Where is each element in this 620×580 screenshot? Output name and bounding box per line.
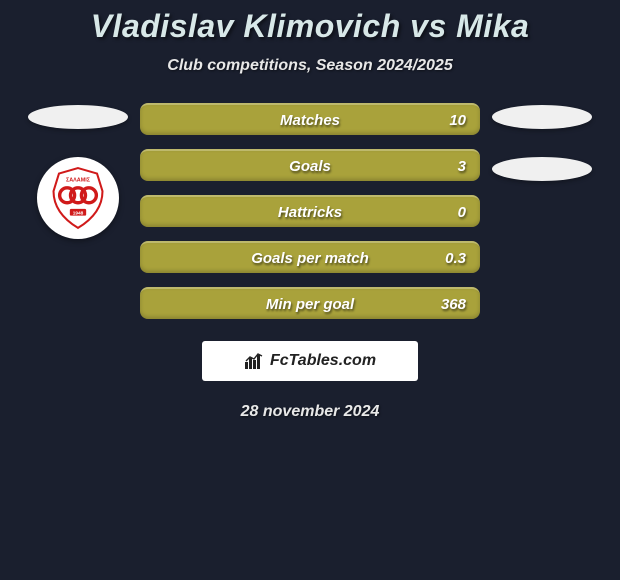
watermark-badge[interactable]: FcTables.com (202, 341, 418, 381)
stat-label: Min per goal (266, 296, 354, 313)
subtitle: Club competitions, Season 2024/2025 (167, 57, 452, 75)
stat-value: 3 (458, 158, 466, 175)
stat-row-gpm: Goals per match 0.3 (140, 241, 480, 273)
player-oval (492, 105, 592, 129)
crest-graphic: ΣΑΛΑΜΙΣ 1948 (44, 164, 112, 232)
date-label: 28 november 2024 (241, 403, 380, 421)
stat-value: 368 (441, 296, 466, 313)
player-oval (28, 105, 128, 129)
right-player-col (492, 103, 592, 319)
stat-row-mpg: Min per goal 368 (140, 287, 480, 319)
stats-area: ΣΑΛΑΜΙΣ 1948 Matches 10 Goals 3 Hattrick… (0, 103, 620, 319)
stat-label: Matches (280, 112, 340, 129)
svg-text:1948: 1948 (73, 210, 84, 216)
stat-row-hattricks: Hattricks 0 (140, 195, 480, 227)
barchart-icon (244, 352, 264, 370)
svg-text:ΣΑΛΑΜΙΣ: ΣΑΛΑΜΙΣ (66, 178, 91, 184)
left-player-col: ΣΑΛΑΜΙΣ 1948 (28, 103, 128, 319)
stat-label: Goals (289, 158, 331, 175)
stat-value: 10 (449, 112, 466, 129)
comparison-widget: Vladislav Klimovich vs Mika Club competi… (0, 0, 620, 421)
page-title: Vladislav Klimovich vs Mika (91, 8, 530, 45)
stat-label: Goals per match (251, 250, 369, 267)
player-oval (492, 157, 592, 181)
stat-label: Hattricks (278, 204, 342, 221)
stat-value: 0 (458, 204, 466, 221)
stat-value: 0.3 (445, 250, 466, 267)
stat-row-matches: Matches 10 (140, 103, 480, 135)
watermark-text: FcTables.com (270, 352, 376, 370)
club-crest: ΣΑΛΑΜΙΣ 1948 (37, 157, 119, 239)
stat-row-goals: Goals 3 (140, 149, 480, 181)
stat-bars: Matches 10 Goals 3 Hattricks 0 Goals per… (140, 103, 480, 319)
